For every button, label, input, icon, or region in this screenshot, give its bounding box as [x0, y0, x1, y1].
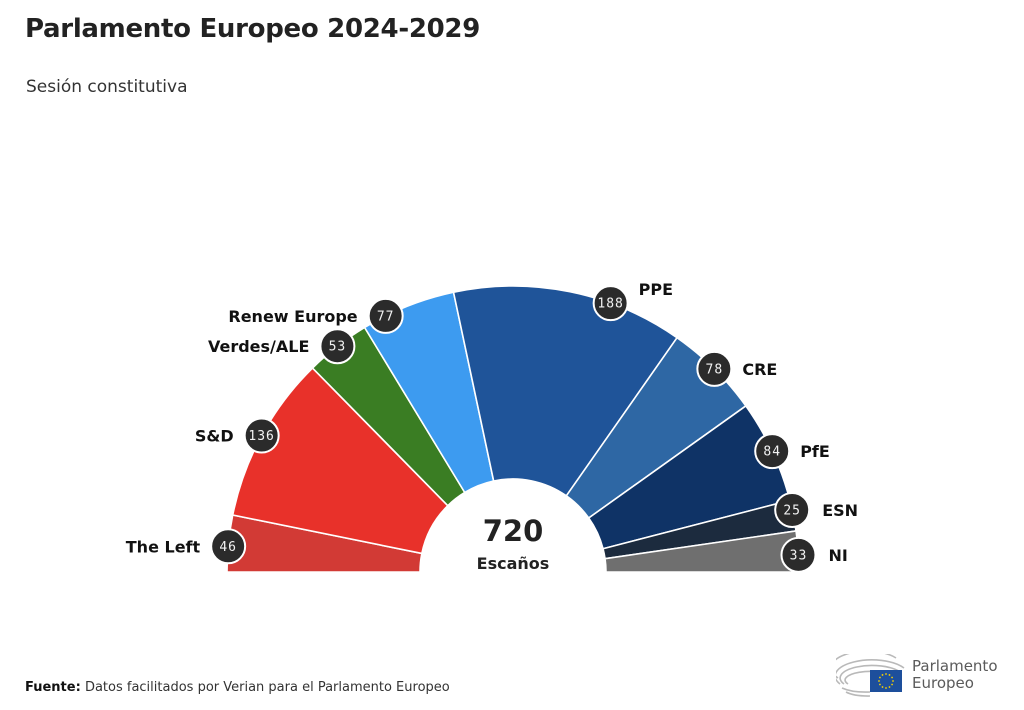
source-note: Fuente: Datos facilitados por Verian par… [25, 680, 450, 695]
badge-circle [696, 350, 733, 387]
eu-star-icon [879, 683, 881, 686]
badge-circle [754, 433, 791, 470]
source-label: Fuente: [25, 680, 81, 695]
badge-esn: 25 [774, 491, 811, 528]
badge-circle [774, 491, 811, 528]
eu-star-icon [881, 686, 884, 688]
label-s-d: S&D [195, 427, 234, 446]
eu-star-icon [881, 674, 884, 676]
label-verdes-ale: Verdes/ALE [208, 337, 309, 356]
badge-circle [319, 328, 356, 365]
eu-star-icon [879, 676, 881, 679]
segment-cre [565, 336, 747, 520]
label-pfe: PfE [800, 442, 830, 461]
badge-circle [243, 417, 280, 454]
segment-s-d [231, 366, 449, 555]
badge-s-d: 136 [243, 417, 280, 454]
seat-count-verdes-ale: 53 [329, 340, 347, 355]
badge-ppe: 188 [592, 285, 629, 322]
badge-circle [592, 285, 629, 322]
seat-count-renew-europe: 77 [377, 309, 395, 324]
eu-star-icon [878, 680, 880, 682]
eu-star-icon [891, 676, 893, 679]
group-labels: The Left S&D Verdes/ALE Renew Europe PPE CRE P… [126, 280, 858, 565]
badge-cre: 78 [696, 350, 733, 387]
badge-ni: 33 [780, 536, 817, 573]
source-text: Datos facilitados por Verian para el Par… [84, 680, 450, 695]
label-renew-europe: Renew Europe [228, 307, 357, 326]
logo-line-2: Europeo [912, 674, 974, 692]
eu-star-icon [891, 683, 893, 686]
badge-pfe: 84 [754, 433, 791, 470]
seat-badges: 46 136 53 77 188 78 84 25 33 [210, 285, 817, 573]
segment-ppe [452, 285, 679, 497]
logo-line-1: Parlamento [912, 657, 998, 675]
eu-star-icon [892, 680, 894, 682]
seat-count-the-left: 46 [219, 540, 237, 555]
badge-renew-europe: 77 [367, 297, 404, 334]
total-seats-label: Escaños [477, 554, 550, 573]
badge-the-left: 46 [210, 528, 247, 565]
total-seats-value: 720 [483, 514, 544, 548]
seat-count-cre: 78 [706, 362, 724, 377]
seat-count-esn: 25 [783, 503, 801, 518]
eu-star-icon [888, 674, 891, 676]
label-esn: ESN [822, 501, 858, 520]
badge-circle [367, 297, 404, 334]
parliament-logo: Parlamento Europeo [836, 654, 1016, 698]
badge-circle [780, 536, 817, 573]
eu-star-icon [885, 687, 887, 689]
chart-subtitle: Sesión constitutiva [26, 77, 188, 97]
hemicycle-chart: 46 136 53 77 188 78 84 25 33 The Left S&D Verdes/A… [126, 280, 858, 573]
seat-count-ni: 33 [790, 548, 808, 563]
label-ppe: PPE [639, 280, 673, 299]
chart-title: Parlamento Europeo 2024-2029 [25, 14, 480, 44]
badge-circle [210, 528, 247, 565]
badge-verdes-ale: 53 [319, 328, 356, 365]
hemicycle-logo-icon [836, 654, 905, 697]
eu-star-icon [885, 673, 887, 675]
label-ni: NI [828, 546, 847, 565]
label-cre: CRE [742, 360, 777, 379]
seat-segments [226, 285, 800, 573]
seat-count-ppe: 188 [597, 297, 623, 312]
eu-flag-icon [870, 670, 902, 692]
label-the-left: The Left [126, 537, 201, 556]
eu-star-icon [888, 686, 891, 688]
seat-count-s-d: 136 [248, 429, 274, 444]
logo-text: Parlamento Europeo [912, 658, 998, 692]
seat-count-pfe: 84 [763, 445, 781, 460]
